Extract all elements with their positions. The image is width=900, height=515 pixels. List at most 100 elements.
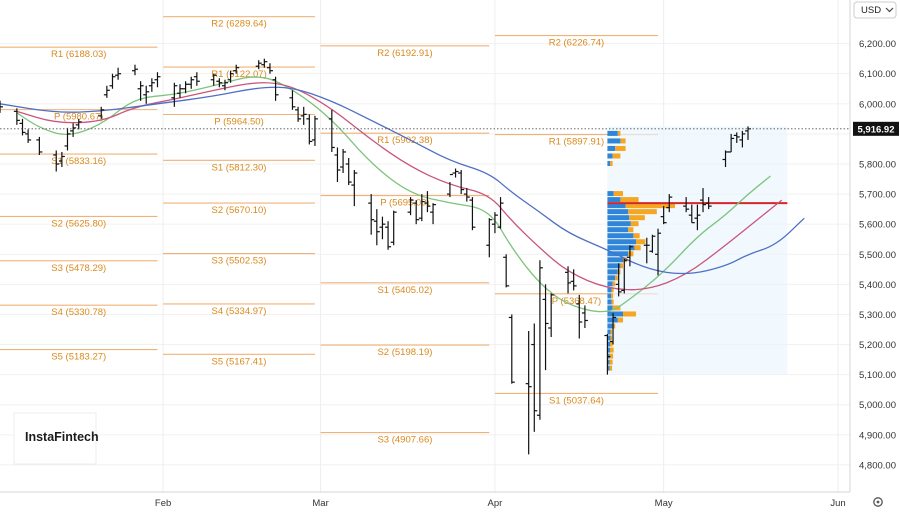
ohlc-bar (98, 106, 105, 119)
ohlc-bar (385, 221, 392, 250)
volume-profile-bar-sell (628, 227, 634, 233)
ohlc-bar (171, 82, 178, 107)
ohlc-bar (373, 209, 380, 246)
ohlc-bar (227, 70, 234, 83)
volume-profile-bar-buy (607, 251, 629, 257)
pivot-label-r2: R2 (6226.74) (549, 38, 604, 49)
volume-profile-bar-buy (607, 161, 611, 166)
pivot-label-s4: S4 (5334.97) (212, 306, 267, 317)
ohlc-bar (334, 147, 341, 183)
y-tick-label: 6,000.00 (859, 99, 896, 110)
volume-profile-bar-buy (607, 269, 618, 275)
pivot-label-p: P (5964.50) (214, 116, 263, 127)
pivot-label-r2: R2 (6289.64) (211, 19, 266, 30)
volume-profile-bar-buy (607, 191, 614, 197)
ohlc-bar (486, 218, 493, 258)
x-tick-label: Jun (830, 498, 845, 509)
pivot-label-s1: S1 (5037.64) (549, 395, 604, 406)
volume-profile-bar-buy (607, 227, 629, 233)
ohlc-bar (0, 100, 3, 113)
ohlc-bar (109, 73, 116, 89)
x-tick-label: May (655, 498, 673, 509)
volume-profile-bar-buy (607, 329, 611, 335)
pivot-label-r1: R1 (5897.91) (549, 137, 604, 148)
y-tick-label: 4,800.00 (859, 460, 896, 471)
ohlc-bar (340, 148, 347, 174)
ohlc-bar (548, 293, 555, 338)
y-tick-label: 5,700.00 (859, 190, 896, 201)
pivot-label-s3: S3 (5478.29) (51, 263, 106, 274)
x-tick-label: Feb (155, 498, 171, 509)
ohlc-bar (182, 81, 189, 94)
pivot-label-s5: S5 (5167.41) (212, 356, 267, 367)
ohlc-bar (446, 173, 453, 198)
ohlc-bar (75, 118, 82, 130)
volume-profile-bar-buy (607, 281, 613, 287)
volume-profile-bar-sell (617, 130, 621, 136)
volume-profile-bar-buy (607, 287, 612, 293)
volume-profile-bar-sell (613, 191, 624, 197)
ohlc-bar (19, 118, 26, 136)
ohlc-bar (733, 132, 740, 143)
ohlc-bar (300, 106, 307, 125)
currency-selector[interactable]: USD (853, 1, 897, 19)
ohlc-bar (103, 85, 110, 98)
ohlc-bar (666, 194, 673, 213)
ohlc-bar (58, 151, 65, 168)
ohlc-bars (0, 58, 752, 455)
volume-profile-bar-buy (607, 311, 624, 317)
volume-profile-bar-buy (607, 145, 616, 151)
volume-profile-bar-buy (607, 138, 621, 144)
volume-profile-bar-sell (630, 221, 639, 227)
ohlc-bar (233, 64, 240, 74)
volume-profile-bar-sell (615, 145, 626, 151)
x-tick-label: Mar (312, 498, 328, 509)
y-tick-label: 5,800.00 (859, 160, 896, 171)
ohlc-bar (497, 197, 504, 229)
ohlc-bar (694, 204, 701, 231)
ohlc-bar (508, 314, 515, 384)
volume-profile-bar-sell (636, 239, 646, 245)
ohlc-bar (131, 64, 138, 76)
volume-profile-bar-buy (607, 245, 635, 251)
volume-profile (607, 126, 788, 375)
pivot-label-s3: S3 (4907.66) (377, 435, 432, 446)
ohlc-bar (64, 127, 71, 151)
settings-gear-icon[interactable] (873, 497, 883, 507)
volume-profile-bar-buy (607, 257, 624, 263)
ohlc-bar (418, 194, 425, 222)
ohlc-bar (25, 129, 32, 143)
ohlc-bar (649, 234, 656, 253)
watermark-logo: InstaFintech (13, 412, 99, 465)
y-tick-label: 6,200.00 (859, 39, 896, 50)
moving-averages (0, 76, 805, 313)
ohlc-bar (368, 194, 375, 235)
pivot-label-s5: S5 (5183.27) (51, 352, 106, 363)
volume-profile-bar-buy (607, 359, 610, 365)
ohlc-bar (565, 266, 572, 294)
volume-profile-bar-sell (612, 153, 621, 159)
volume-profile-bar-sell (620, 197, 639, 203)
ohlc-bar (728, 133, 735, 153)
ohlc-bar (210, 73, 217, 86)
ohlc-bar (581, 305, 588, 328)
volume-profile-bar-sell (617, 317, 624, 323)
ohlc-bar (491, 212, 498, 234)
pivot-levels: R1 (6188.03) P (5980.67) S1 (5833.16) S2 (5… (0, 16, 659, 446)
ohlc-bar (289, 90, 296, 110)
ohlc-bar (306, 114, 313, 145)
pivot-label-r2: R2 (6192.91) (377, 48, 432, 59)
ohlc-bar (311, 115, 318, 146)
pivot-label-r1: R1 (6122.07) (211, 69, 266, 80)
currency-label: USD (861, 5, 881, 16)
pivot-label-s4: S4 (5330.78) (51, 307, 106, 318)
ohlc-bar (700, 188, 707, 213)
ohlc-bar (351, 170, 358, 207)
pivot-label-s2: S2 (5625.80) (51, 218, 106, 229)
logo-text: InstaFintech (25, 430, 99, 444)
ohlc-bar (570, 269, 577, 291)
ohlc-bar (705, 197, 712, 210)
currency-button[interactable] (853, 1, 897, 19)
